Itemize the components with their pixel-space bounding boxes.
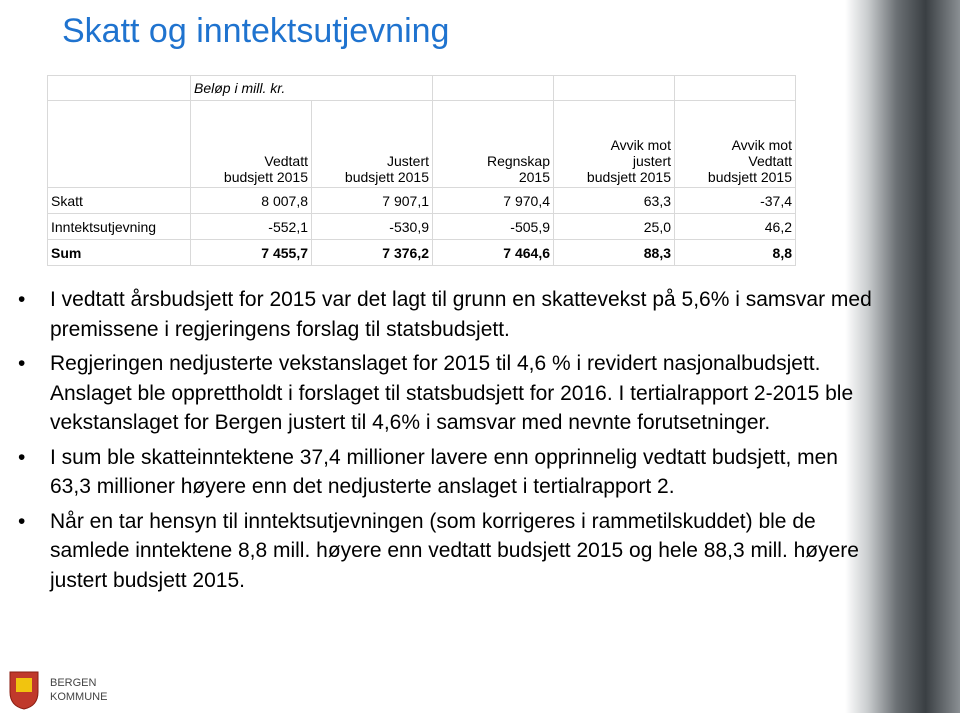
- logo-text: KOMMUNE: [50, 691, 107, 703]
- table-row: Inntektsutjevning -552,1 -530,9 -505,9 25,0 4…: [47, 213, 796, 240]
- cell-value: -552,1: [190, 213, 312, 240]
- cell-value: 25,0: [553, 213, 675, 240]
- column-header: Regnskap 2015: [432, 100, 554, 188]
- cell-value: -37,4: [674, 187, 796, 214]
- row-label: Sum: [47, 239, 191, 266]
- header-line: budsjett 2015: [344, 169, 429, 185]
- cell-value: 7 970,4: [432, 187, 554, 214]
- cell-value: 8 007,8: [190, 187, 312, 214]
- note-row: Beløp i mill. kr.: [47, 75, 796, 101]
- row-label: Skatt: [47, 187, 191, 214]
- empty-cell: [432, 75, 554, 101]
- column-header: Avvik mot justert budsjett 2015: [553, 100, 675, 188]
- header-line: Regnskap: [486, 153, 550, 169]
- logo: BERGEN KOMMUNE: [9, 671, 107, 710]
- empty-cell: [674, 75, 796, 101]
- header-line: Vedtatt: [748, 153, 792, 169]
- empty-cell: [553, 75, 675, 101]
- cell-value: 8,8: [674, 239, 796, 266]
- cell-value: -530,9: [311, 213, 433, 240]
- logo-emblem: [16, 678, 32, 692]
- header-line: Vedtatt: [264, 153, 308, 169]
- cell-value: 63,3: [553, 187, 675, 214]
- bullet-item: I vedtatt årsbudsjett for 2015 var det l…: [18, 285, 880, 344]
- bullet-item: Regjeringen nedjusterte vekstanslaget fo…: [18, 349, 880, 438]
- row-label: Inntektsutjevning: [47, 213, 191, 240]
- cell-value: 46,2: [674, 213, 796, 240]
- header-line: Avvik mot: [731, 137, 792, 153]
- budget-table: Beløp i mill. kr. Vedtatt budsjett 2015 Jus…: [47, 75, 796, 266]
- empty-cell: [47, 75, 191, 101]
- cell-value: 7 907,1: [311, 187, 433, 214]
- cell-value: 88,3: [553, 239, 675, 266]
- column-header: Vedtatt budsjett 2015: [190, 100, 312, 188]
- header-line: budsjett 2015: [223, 169, 308, 185]
- bullet-item: Når en tar hensyn til inntektsutjevninge…: [18, 507, 880, 596]
- cell-value: 7 464,6: [432, 239, 554, 266]
- header-line: 2015: [518, 169, 550, 185]
- slide-title: Skatt og inntektsutjevning: [62, 12, 450, 50]
- header-line: justert: [632, 153, 671, 169]
- cell-value: 7 376,2: [311, 239, 433, 266]
- bullet-item: I sum ble skatteinntektene 37,4 millione…: [18, 443, 880, 502]
- header-line: budsjett 2015: [586, 169, 671, 185]
- header-line: Justert: [386, 153, 429, 169]
- table-row: Skatt 8 007,8 7 907,1 7 970,4 63,3 -37,4: [47, 187, 796, 214]
- table-row: Sum 7 455,7 7 376,2 7 464,6 88,3 8,8: [47, 239, 796, 266]
- column-header: Justert budsjett 2015: [311, 100, 433, 188]
- table-note: Beløp i mill. kr.: [190, 75, 433, 101]
- cell-value: 7 455,7: [190, 239, 312, 266]
- column-header: Avvik mot Vedtatt budsjett 2015: [674, 100, 796, 188]
- header-row: Vedtatt budsjett 2015 Justert budsjett 2015…: [47, 100, 796, 188]
- empty-cell: [47, 100, 191, 188]
- header-line: budsjett 2015: [707, 169, 792, 185]
- bullet-list: I vedtatt årsbudsjett for 2015 var det l…: [18, 285, 880, 600]
- logo-text: BERGEN: [50, 677, 97, 689]
- header-line: Avvik mot: [610, 137, 671, 153]
- cell-value: -505,9: [432, 213, 554, 240]
